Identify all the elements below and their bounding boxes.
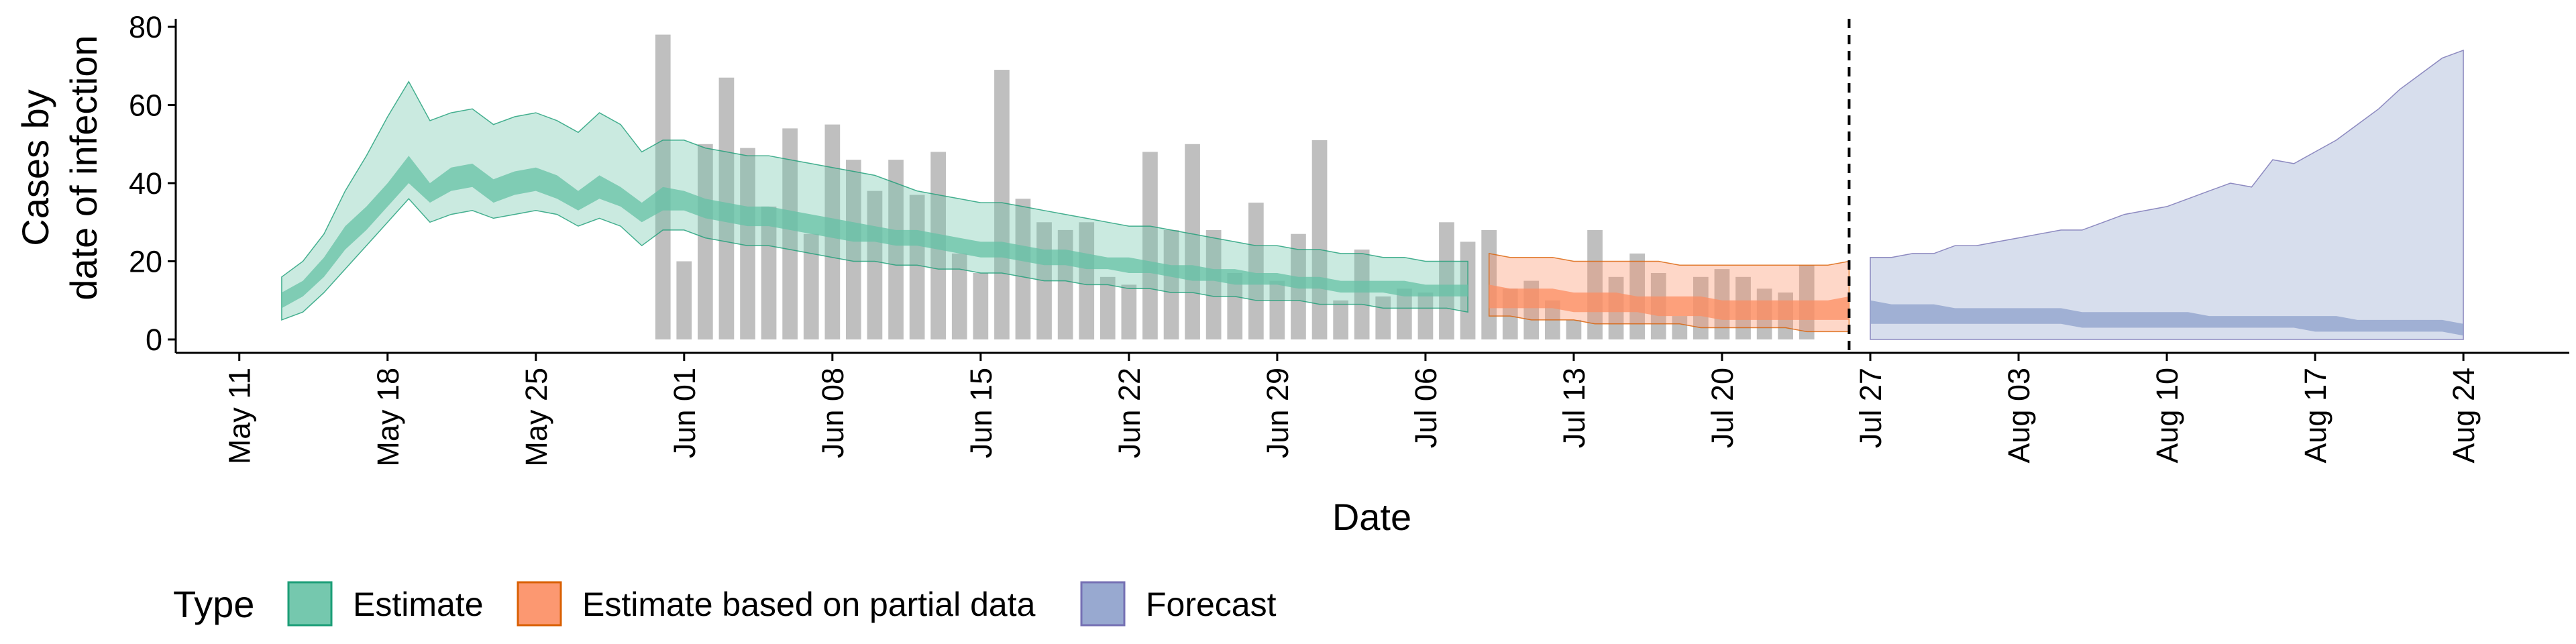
observed-case-bar (655, 34, 671, 339)
legend-key-estimate-based-on-partial-data (517, 581, 562, 627)
x-tick-label: Aug 03 (2002, 368, 2036, 464)
y-tick-label: 60 (129, 89, 162, 123)
legend-label-forecast: Forecast (1146, 586, 1277, 623)
x-tick-label: May 18 (371, 368, 405, 467)
legend-title: Type (173, 583, 254, 625)
legend-key-forecast (1080, 581, 1126, 627)
y-tick-label: 20 (129, 245, 162, 279)
x-tick-label: Jun 01 (667, 368, 702, 458)
legend-label-estimate-based-on-partial-data: Estimate based on partial data (582, 586, 1036, 623)
observed-case-bar (1099, 276, 1116, 339)
observed-case-bar (803, 233, 819, 339)
observed-case-bar (1672, 316, 1688, 339)
observed-case-bar (1248, 203, 1264, 339)
x-axis-ticks: May 11 May 18 May 25 Jun 01 Jun 08 Jun 15 Jun … (223, 353, 2481, 467)
legend-key-estimate (287, 581, 333, 627)
legend: Type Estimate Estimate based on partial d… (173, 581, 1277, 627)
y-tick-label: 0 (146, 323, 162, 357)
observed-case-bar (1269, 280, 1285, 339)
observed-case-bar (740, 148, 755, 339)
x-tick-label: May 25 (519, 368, 553, 467)
legend-items: Estimate Estimate based on partial data Fo… (287, 581, 1277, 627)
observed-case-bar (1587, 229, 1603, 339)
x-tick-label: Jul 20 (1705, 368, 1739, 448)
observed-case-bar (951, 253, 967, 339)
y-axis-label-line-1: Cases by (14, 89, 56, 246)
legend-label-estimate: Estimate (353, 586, 484, 623)
observed-case-bar (973, 273, 989, 339)
y-axis-ticks: 0 20 40 60 80 (129, 10, 176, 357)
observed-case-bar (698, 144, 713, 340)
observed-case-bar (1333, 300, 1348, 340)
x-tick-label: Jun 08 (816, 368, 850, 458)
observed-case-bar (1079, 222, 1095, 340)
y-axis-label-line-2: date of infection (62, 35, 105, 300)
observed-case-bar (1205, 229, 1222, 339)
x-tick-label: Jul 06 (1409, 368, 1443, 448)
x-tick-label: Aug 24 (2447, 368, 2481, 464)
observed-case-bar (761, 206, 777, 339)
observed-case-bar (1142, 152, 1158, 339)
observed-case-bar (782, 128, 798, 339)
x-axis-label: Date (1332, 496, 1411, 538)
observed-case-bar (1185, 144, 1200, 340)
x-tick-label: May 11 (223, 368, 257, 464)
x-tick-label: Jul 13 (1557, 368, 1591, 448)
observed-case-bar (846, 160, 861, 339)
observed-case-bar (888, 160, 904, 339)
observed-case-bar (1121, 284, 1137, 339)
x-tick-label: Aug 10 (2150, 368, 2184, 464)
y-tick-label: 80 (129, 10, 162, 44)
estimate-based-on-partial-data-inner-band (1489, 284, 1849, 320)
x-tick-label: Aug 17 (2298, 368, 2332, 464)
y-tick-label: 40 (129, 166, 162, 201)
x-tick-label: Jul 27 (1854, 368, 1888, 448)
observed-case-bar (994, 70, 1010, 339)
x-tick-label: Jun 29 (1260, 368, 1295, 458)
observed-case-bar (1015, 199, 1031, 339)
observed-case-bar (1566, 319, 1582, 339)
forecast-outer-band (1870, 49, 2464, 340)
observed-case-bar (1227, 273, 1243, 339)
observed-case-bar (1439, 222, 1454, 340)
observed-case-bar (1354, 250, 1370, 339)
observed-case-bar (1417, 292, 1434, 339)
observed-case-bar (676, 261, 692, 339)
estimate-outer-band (281, 80, 1468, 321)
estimate-inner-band (281, 156, 1468, 309)
observed-case-bar (1163, 229, 1179, 339)
forecast-inner-band (1870, 300, 2464, 336)
x-tick-label: Jun 15 (964, 368, 998, 458)
x-tick-label: Jun 22 (1112, 368, 1146, 458)
axes: 0 20 40 60 80 May 11 May 18 May 25 Jun 01 Jun 08… (129, 10, 2569, 467)
observed-case-bar (1397, 288, 1412, 339)
estimate-bands (281, 49, 2464, 340)
observed-case-bar (1311, 140, 1328, 339)
